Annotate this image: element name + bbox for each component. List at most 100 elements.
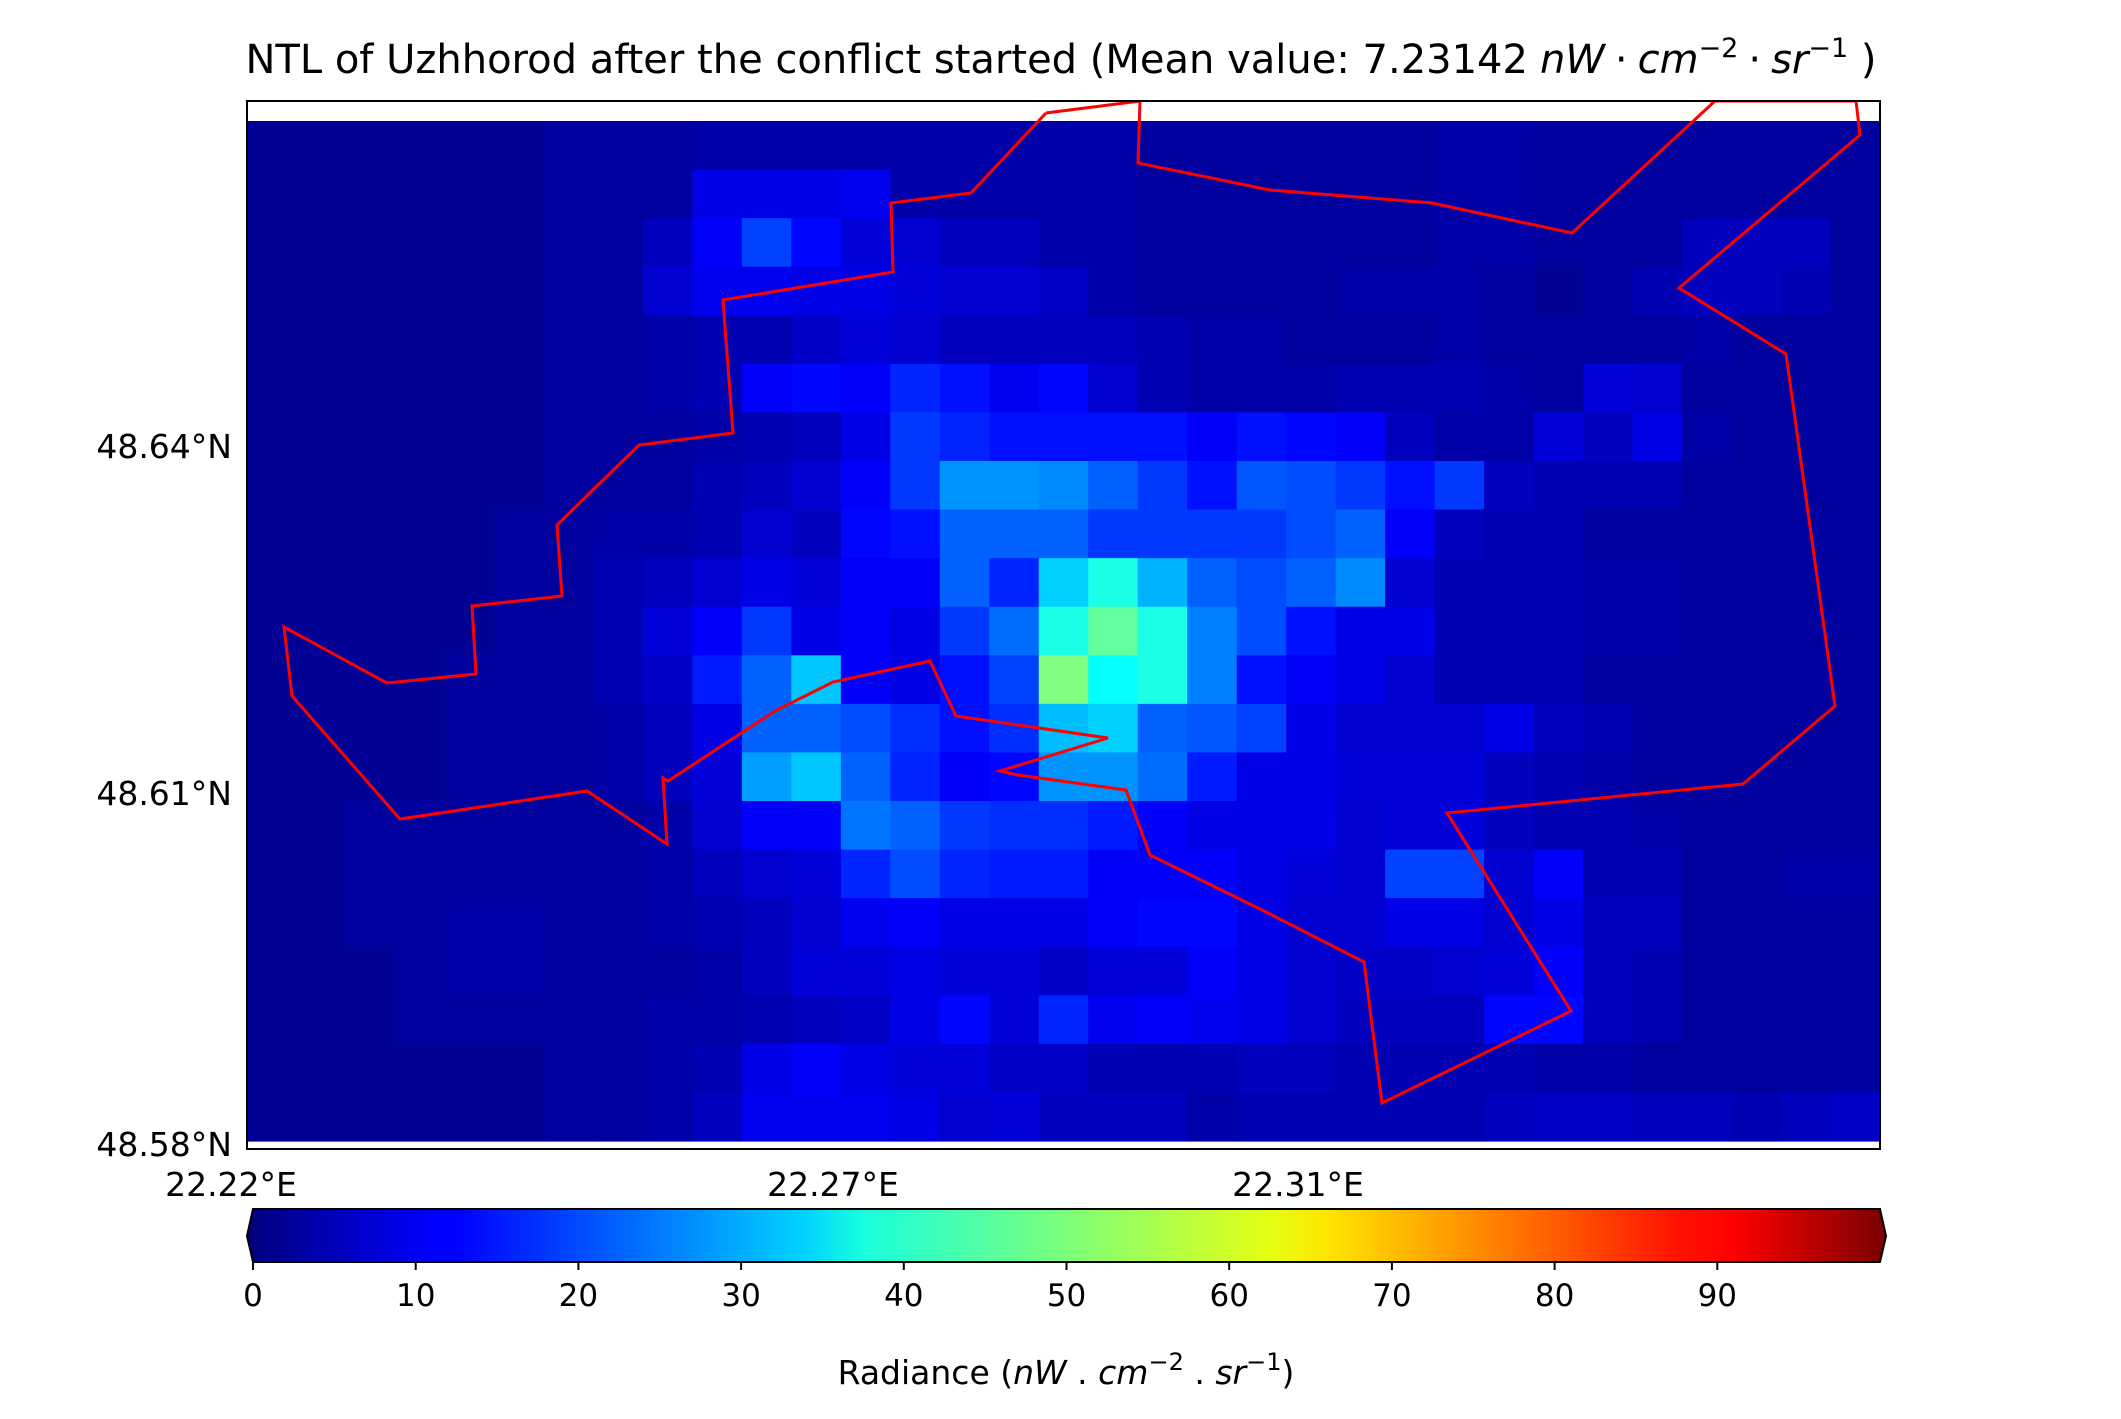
heatmap-cell xyxy=(1830,946,1880,996)
axes-frame xyxy=(246,100,1881,1150)
colorbar-tick-label: 80 xyxy=(1535,1278,1574,1314)
heatmap-cell xyxy=(741,509,792,559)
heatmap-cell xyxy=(1682,558,1733,608)
heatmap-cell xyxy=(1187,315,1238,365)
heatmap-cell xyxy=(494,412,545,462)
heatmap-cell xyxy=(791,849,842,899)
heatmap-cell xyxy=(840,218,891,268)
heatmap-cell xyxy=(1385,509,1436,559)
heatmap-cell xyxy=(345,412,397,462)
heatmap-cell xyxy=(939,849,990,899)
heatmap-cell xyxy=(791,655,842,705)
heatmap-cell xyxy=(1187,801,1238,851)
colorbar-tick-label: 70 xyxy=(1372,1278,1411,1314)
heatmap-cell xyxy=(840,703,891,754)
heatmap-cell xyxy=(1187,606,1238,656)
heatmap-cell xyxy=(1731,801,1782,851)
heatmap-cell xyxy=(1731,266,1782,316)
heatmap-cell xyxy=(345,606,397,656)
heatmap-cell xyxy=(247,412,298,462)
heatmap-cell xyxy=(1434,169,1485,219)
heatmap-cell xyxy=(642,509,693,559)
heatmap-cell xyxy=(1682,121,1733,171)
heatmap-cell xyxy=(593,266,644,316)
heatmap xyxy=(247,101,1880,1149)
heatmap-cell xyxy=(1731,1092,1782,1142)
colorbar-ticks: 0 10 20 30 40 50 60 70 80 90 xyxy=(243,1262,1737,1314)
heatmap-cell xyxy=(1533,849,1584,899)
heatmap-cell xyxy=(741,412,792,462)
heatmap-cell xyxy=(1236,703,1287,754)
heatmap-cell xyxy=(890,315,941,365)
heatmap-cell xyxy=(1335,121,1386,171)
heatmap-cell xyxy=(1533,509,1584,559)
heatmap-cell xyxy=(1682,218,1733,268)
heatmap-cell xyxy=(1731,898,1782,948)
heatmap-cell xyxy=(1187,1092,1238,1142)
heatmap-cell xyxy=(1830,752,1880,802)
heatmap-cell xyxy=(1533,655,1584,705)
heatmap-cell xyxy=(791,509,842,559)
heatmap-cell xyxy=(395,995,446,1045)
heatmap-cell xyxy=(543,218,594,268)
heatmap-cell xyxy=(593,849,644,899)
heatmap-cell xyxy=(395,412,446,462)
heatmap-cell xyxy=(1335,363,1386,414)
heatmap-cell xyxy=(593,1043,644,1094)
heatmap-cell xyxy=(395,509,446,559)
heatmap-cell xyxy=(939,752,990,802)
heatmap-cell xyxy=(692,995,743,1045)
heatmap-cell xyxy=(1385,655,1436,705)
heatmap-cell xyxy=(692,946,743,996)
heatmap-cell xyxy=(1830,655,1880,705)
heatmap-cell xyxy=(1484,266,1535,316)
heatmap-cell xyxy=(1632,266,1683,316)
heatmap-cell xyxy=(939,121,990,171)
heatmap-cell xyxy=(642,1092,693,1142)
heatmap-cell xyxy=(890,412,941,462)
colorbar-tick-label: 0 xyxy=(243,1278,263,1314)
heatmap-cell xyxy=(1484,121,1535,171)
heatmap-cell xyxy=(247,461,298,511)
heatmap-cell xyxy=(1731,752,1782,802)
heatmap-cell xyxy=(692,169,743,219)
heatmap-cell xyxy=(1781,849,1832,899)
heatmap-cell xyxy=(593,509,644,559)
heatmap-cell xyxy=(1682,995,1733,1045)
heatmap-cell xyxy=(296,1043,347,1094)
title-unit-nw: nW xyxy=(1540,37,1606,83)
heatmap-cell xyxy=(1434,606,1485,656)
heatmap-cell xyxy=(444,703,496,754)
heatmap-cell xyxy=(1583,412,1634,462)
heatmap-cell xyxy=(494,1043,545,1094)
heatmap-cell xyxy=(1533,703,1584,754)
heatmap-cell xyxy=(1236,363,1287,414)
heatmap-cell xyxy=(989,363,1040,414)
heatmap-cell xyxy=(1385,606,1436,656)
heatmap-cell xyxy=(1335,169,1386,219)
heatmap-cell xyxy=(741,606,792,656)
chart-title: NTL of Uzhhorod after the conflict start… xyxy=(245,33,1876,83)
heatmap-cell xyxy=(791,606,842,656)
heatmap-cell xyxy=(543,509,594,559)
y-tick-label-2: 48.61°N xyxy=(96,774,232,813)
heatmap-cell xyxy=(692,849,743,899)
heatmap-cell xyxy=(296,315,347,365)
heatmap-cell xyxy=(345,509,397,559)
heatmap-cell xyxy=(1632,558,1683,608)
heatmap-cell xyxy=(840,1043,891,1094)
heatmap-cell xyxy=(642,121,693,171)
heatmap-cell xyxy=(247,218,298,268)
heatmap-cell xyxy=(543,946,594,996)
heatmap-cell xyxy=(543,315,594,365)
heatmap-cell xyxy=(1286,946,1337,996)
heatmap-cell xyxy=(1583,509,1634,559)
heatmap-cell xyxy=(890,461,941,511)
heatmap-cell xyxy=(642,1043,693,1094)
heatmap-cell xyxy=(1830,461,1880,511)
heatmap-cell xyxy=(840,898,891,948)
heatmap-cell xyxy=(890,703,941,754)
heatmap-cell xyxy=(791,995,842,1045)
heatmap-cell xyxy=(494,1092,545,1142)
heatmap-cell xyxy=(1236,461,1287,511)
